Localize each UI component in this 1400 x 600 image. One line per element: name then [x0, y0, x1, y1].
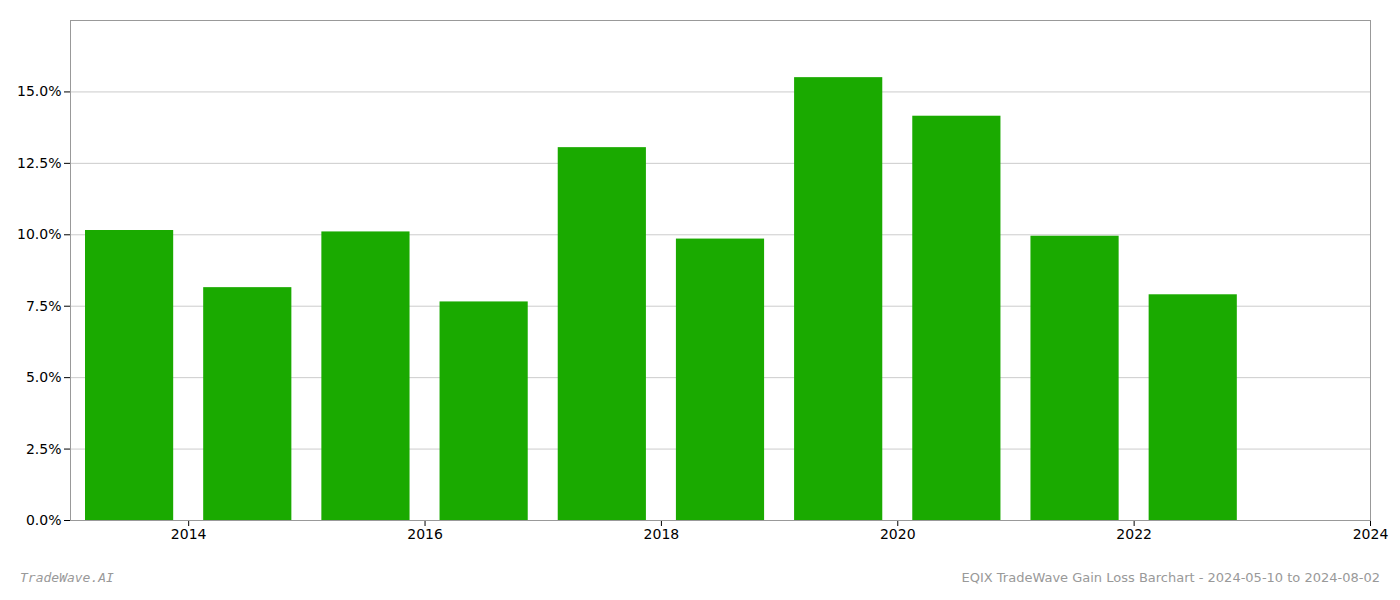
svg-text:10.0%: 10.0%	[17, 226, 61, 242]
svg-text:7.5%: 7.5%	[26, 298, 62, 314]
html-text:EQIX TradeWave Gain Loss Barch: EQIX TradeWave Gain Loss Barchart - 2024…	[961, 569, 1380, 585]
html-text:TradeWave.AI: TradeWave.AI	[20, 569, 114, 585]
svg-text:12.5%: 12.5%	[17, 155, 61, 171]
svg-text:2014: 2014	[171, 526, 207, 542]
svg-text:2020: 2020	[880, 526, 916, 542]
svg-text:2.5%: 2.5%	[26, 441, 62, 457]
svg-text:0.0%: 0.0%	[26, 512, 62, 528]
svg-text:5.0%: 5.0%	[26, 369, 62, 385]
svg-text:2024: 2024	[1353, 526, 1389, 542]
svg-text:15.0%: 15.0%	[17, 83, 61, 99]
svg-text:2018: 2018	[644, 526, 680, 542]
svg-text:2022: 2022	[1116, 526, 1152, 542]
svg-text:2016: 2016	[407, 526, 443, 542]
